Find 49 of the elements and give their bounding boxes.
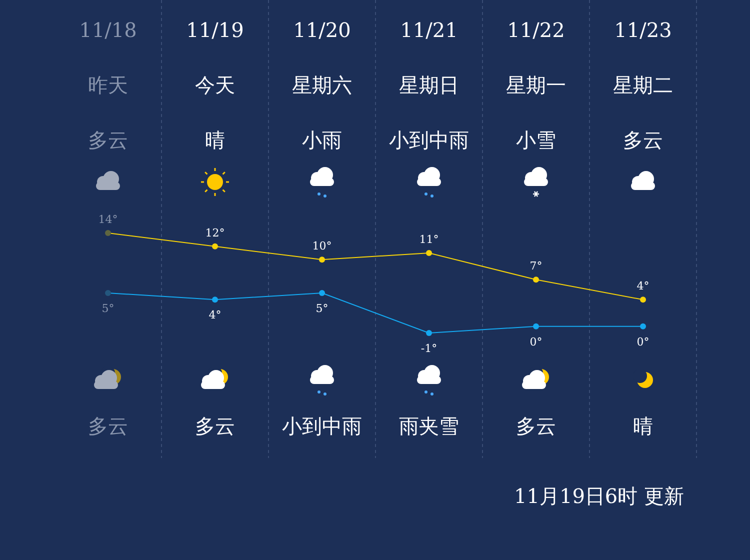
text: 多云 <box>623 128 663 152</box>
data-label: 5° <box>316 302 328 315</box>
point <box>319 290 325 296</box>
data-label: 0° <box>530 335 542 348</box>
x-tick-label: 11/18 <box>79 18 137 42</box>
data-label: 14° <box>98 213 118 226</box>
point <box>426 330 432 336</box>
text: 小雪 <box>516 128 556 152</box>
text: 多云 <box>88 128 128 152</box>
text: 星期六 <box>292 73 352 97</box>
point <box>105 290 111 296</box>
x-tick-label: 11/23 <box>614 18 672 42</box>
data-label: 4° <box>636 280 650 293</box>
text: 星期二 <box>613 73 673 97</box>
text: 星期日 <box>399 73 459 97</box>
text: 小到中雨 <box>389 128 469 152</box>
point <box>319 256 325 263</box>
text: 晴 <box>205 128 225 152</box>
text: 小到中雨 <box>282 414 362 438</box>
point <box>640 296 646 303</box>
x-tick-label: 11/21 <box>400 18 458 42</box>
data-label: 0° <box>636 335 650 348</box>
text: 星期一 <box>506 73 566 97</box>
data-label: 11° <box>419 233 439 246</box>
point <box>212 243 218 250</box>
data-label: 7° <box>530 260 542 273</box>
data-label: -1° <box>420 342 438 355</box>
data-label: 5° <box>102 302 114 315</box>
x-tick-label: 11/20 <box>293 18 351 42</box>
text: 今天 <box>195 73 235 97</box>
text: 多云 <box>88 414 128 438</box>
x-tick-label: 11/22 <box>507 18 565 42</box>
point <box>212 296 218 303</box>
text: 雨夹雪 <box>399 414 459 438</box>
text: 晴 <box>633 414 653 438</box>
x-tick-label: 11/19 <box>186 18 244 42</box>
text: 昨天 <box>88 73 128 97</box>
point <box>426 250 432 256</box>
text: 小雨 <box>302 128 342 152</box>
text: 多云 <box>516 414 556 438</box>
text: 11月19日6时 更新 <box>514 484 684 508</box>
point <box>640 323 646 330</box>
point <box>105 230 111 236</box>
point <box>533 323 539 330</box>
point <box>533 276 539 283</box>
data-label: 10° <box>312 240 332 253</box>
data-label: 4° <box>208 308 222 322</box>
data-label: 12° <box>205 226 225 240</box>
text: 多云 <box>195 414 235 438</box>
